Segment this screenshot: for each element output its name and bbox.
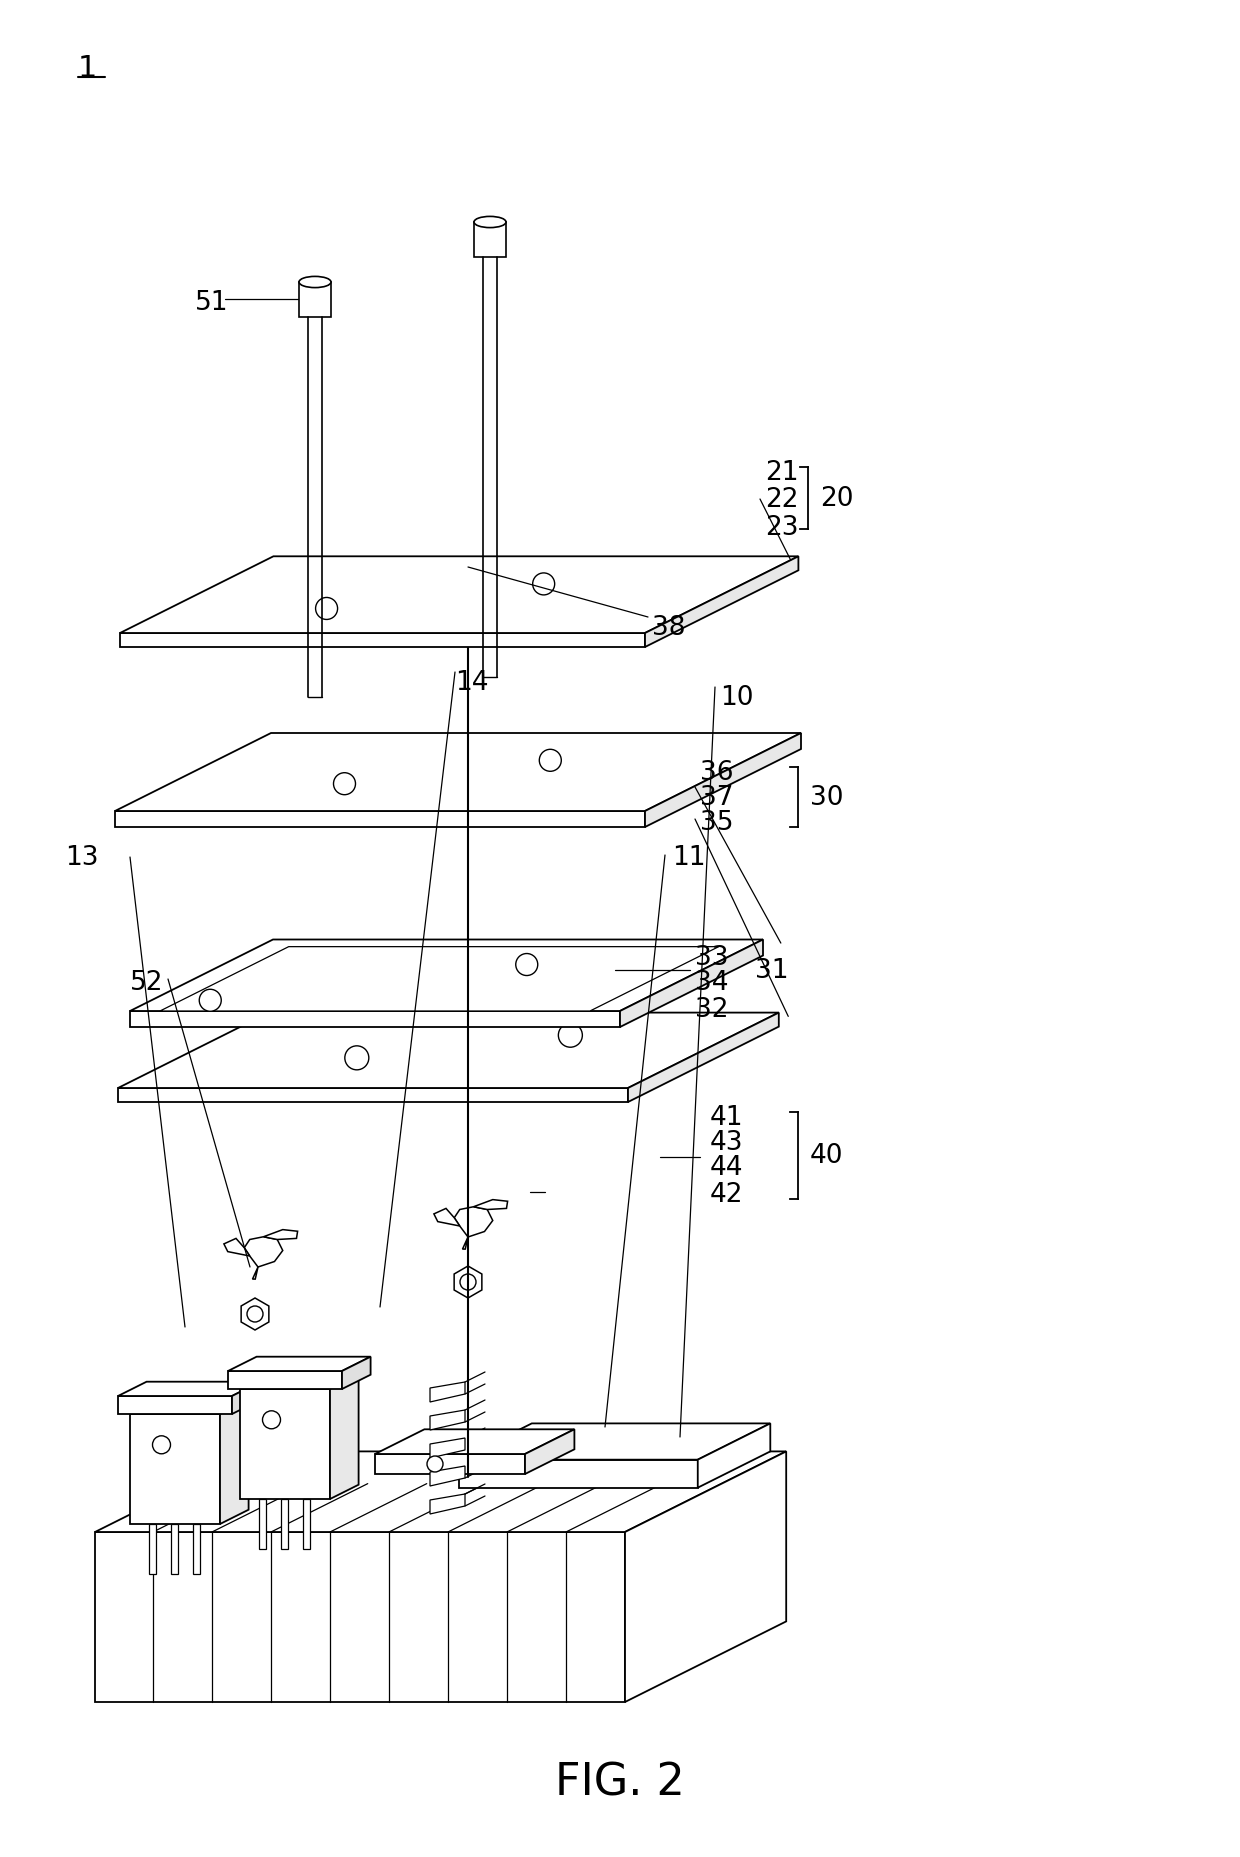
Polygon shape	[120, 557, 799, 633]
Circle shape	[263, 1411, 280, 1430]
Polygon shape	[430, 1437, 465, 1458]
Polygon shape	[118, 1396, 232, 1415]
Circle shape	[316, 598, 337, 620]
Polygon shape	[430, 1467, 465, 1486]
Polygon shape	[459, 1460, 698, 1487]
Text: 42: 42	[711, 1181, 744, 1207]
Polygon shape	[342, 1357, 371, 1389]
Text: 11: 11	[672, 845, 706, 871]
Text: 36: 36	[701, 760, 734, 786]
Polygon shape	[434, 1209, 460, 1226]
Text: 23: 23	[765, 514, 799, 540]
Polygon shape	[374, 1454, 525, 1474]
Text: 14: 14	[455, 670, 489, 696]
Polygon shape	[454, 1207, 492, 1237]
Polygon shape	[219, 1400, 248, 1525]
Circle shape	[460, 1274, 476, 1291]
Text: 10: 10	[720, 685, 754, 711]
Polygon shape	[115, 734, 801, 812]
Polygon shape	[430, 1495, 465, 1513]
Text: 20: 20	[820, 487, 853, 513]
Polygon shape	[130, 1400, 248, 1415]
Circle shape	[200, 990, 221, 1012]
Polygon shape	[130, 1415, 219, 1525]
Polygon shape	[463, 1237, 467, 1250]
Polygon shape	[241, 1374, 358, 1389]
Polygon shape	[330, 1374, 358, 1499]
Polygon shape	[244, 1237, 283, 1266]
Circle shape	[516, 954, 538, 977]
Polygon shape	[454, 1266, 482, 1298]
Text: 41: 41	[711, 1105, 744, 1131]
Polygon shape	[459, 1424, 770, 1460]
Polygon shape	[228, 1370, 342, 1389]
Polygon shape	[474, 223, 506, 258]
Text: 1: 1	[78, 54, 98, 82]
Polygon shape	[171, 1525, 179, 1575]
Polygon shape	[95, 1452, 786, 1532]
Text: 51: 51	[195, 290, 228, 316]
Text: 34: 34	[694, 969, 729, 995]
Polygon shape	[149, 1525, 156, 1575]
Text: 38: 38	[652, 615, 686, 641]
Circle shape	[539, 750, 562, 773]
Polygon shape	[95, 1532, 625, 1703]
Text: FIG. 2: FIG. 2	[556, 1760, 684, 1803]
Polygon shape	[645, 734, 801, 828]
Polygon shape	[620, 940, 763, 1027]
Polygon shape	[232, 1382, 260, 1415]
Polygon shape	[253, 1266, 258, 1279]
Text: 22: 22	[765, 487, 799, 513]
Polygon shape	[645, 557, 799, 648]
Circle shape	[558, 1023, 583, 1047]
Polygon shape	[525, 1430, 574, 1474]
Polygon shape	[118, 1382, 260, 1396]
Circle shape	[153, 1435, 171, 1454]
Text: 13: 13	[64, 845, 98, 871]
Polygon shape	[130, 940, 763, 1012]
Text: 21: 21	[765, 461, 799, 487]
Polygon shape	[118, 1088, 627, 1103]
Polygon shape	[120, 633, 645, 648]
Text: 43: 43	[711, 1129, 744, 1155]
Polygon shape	[241, 1298, 269, 1330]
Polygon shape	[118, 1014, 779, 1088]
Polygon shape	[259, 1499, 267, 1549]
Polygon shape	[241, 1389, 330, 1499]
Text: 35: 35	[701, 810, 734, 836]
Text: 40: 40	[810, 1142, 843, 1168]
Polygon shape	[474, 1200, 507, 1211]
Polygon shape	[430, 1409, 465, 1430]
Polygon shape	[303, 1499, 310, 1549]
Circle shape	[345, 1045, 368, 1070]
Text: 37: 37	[701, 784, 734, 810]
Polygon shape	[281, 1499, 288, 1549]
Polygon shape	[160, 947, 719, 1012]
Circle shape	[334, 773, 356, 795]
Text: 33: 33	[694, 945, 729, 971]
Text: 30: 30	[810, 784, 843, 810]
Polygon shape	[130, 1012, 620, 1027]
Circle shape	[427, 1456, 443, 1473]
Polygon shape	[430, 1382, 465, 1402]
Circle shape	[533, 574, 554, 596]
Text: 52: 52	[130, 969, 164, 995]
Polygon shape	[625, 1452, 786, 1703]
Polygon shape	[299, 282, 331, 318]
Ellipse shape	[299, 277, 331, 288]
Text: 44: 44	[711, 1155, 744, 1181]
Polygon shape	[228, 1357, 371, 1370]
Text: 32: 32	[694, 997, 729, 1023]
Text: 31: 31	[755, 958, 789, 984]
Polygon shape	[115, 812, 645, 828]
Polygon shape	[263, 1229, 298, 1240]
Polygon shape	[627, 1014, 779, 1103]
Polygon shape	[698, 1424, 770, 1487]
Polygon shape	[224, 1239, 249, 1257]
Ellipse shape	[474, 217, 506, 228]
Polygon shape	[374, 1430, 574, 1454]
Circle shape	[247, 1305, 263, 1322]
Polygon shape	[193, 1525, 200, 1575]
